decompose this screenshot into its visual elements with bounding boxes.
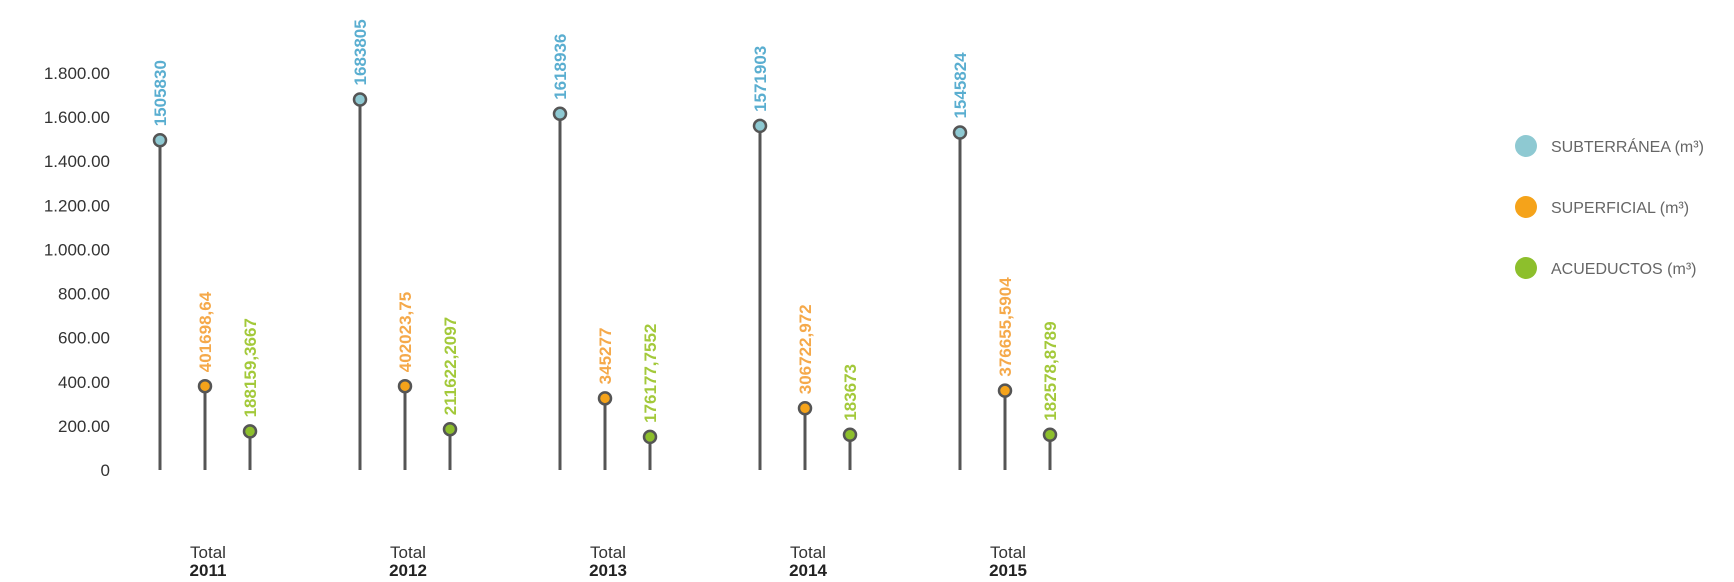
data-label: 1618936 (551, 34, 570, 100)
data-point (352, 92, 368, 107)
data-point (242, 424, 258, 439)
data-label: 1545824 (951, 52, 970, 119)
data-point (797, 400, 813, 416)
x-tick-label: 2013 (589, 561, 627, 580)
y-tick-label: 600.00 (58, 329, 110, 348)
y-tick-label: 1.800.00 (44, 64, 110, 83)
y-tick-label: 400.00 (58, 373, 110, 392)
y-tick-label: 1.400.00 (44, 152, 110, 171)
legend-label: SUBTERRÁNEA (m³) (1551, 137, 1704, 156)
data-point (842, 427, 858, 442)
x-tick-prefix: Total (990, 543, 1026, 562)
data-point (752, 118, 768, 134)
legend: SUBTERRÁNEA (m³) SUPERFICIAL (m³) ACUEDUCT… (1515, 135, 1704, 279)
x-tick-prefix: Total (390, 543, 426, 562)
data-label: 1683805 (351, 19, 370, 85)
legend-label: SUPERFICIAL (m³) (1551, 200, 1689, 217)
y-tick-label: 1.200.00 (44, 196, 110, 215)
data-label: 401698,64 (196, 291, 215, 372)
data-point (642, 429, 658, 445)
x-tick-label: 2015 (989, 561, 1027, 580)
x-tick-prefix: Total (590, 543, 626, 562)
x-tick-label: 2014 (789, 561, 827, 580)
legend-swatch (1515, 135, 1537, 157)
data-label: 211622,2097 (441, 317, 460, 415)
data-label: 176177,7552 (641, 324, 660, 423)
x-axis: Total2011Total2012Total2013Total2014Tota… (190, 543, 1027, 580)
data-point (552, 106, 568, 122)
data-label: 376655,5904 (996, 277, 1015, 377)
x-tick-prefix: Total (790, 543, 826, 562)
data-point (952, 125, 968, 140)
y-tick-label: 1.000.00 (44, 240, 110, 259)
data-label: 188159,3667 (241, 318, 260, 417)
data-label: 306722,972 (796, 304, 815, 394)
data-point (442, 421, 458, 437)
data-point (997, 383, 1013, 398)
data-point (1042, 427, 1058, 442)
data-label: 345277 (596, 328, 615, 385)
y-tick-label: 800.00 (58, 285, 110, 304)
legend-swatch (1515, 257, 1537, 279)
x-tick-label: 2011 (190, 561, 227, 580)
legend-swatch (1515, 196, 1537, 218)
data-label: 182578,8789 (1041, 321, 1060, 420)
data-point (397, 378, 413, 394)
y-tick-label: 200.00 (58, 417, 110, 436)
data-point (597, 391, 613, 406)
y-tick-label: 0 (101, 461, 110, 480)
data-label: 183673 (841, 364, 860, 421)
data-point (152, 133, 168, 148)
y-tick-label: 1.600.00 (44, 108, 110, 127)
x-tick-prefix: Total (190, 543, 226, 562)
chart-marks: 1505830 401698,64 188159,3667 1683805 402023… (151, 19, 1060, 470)
data-label: 1571903 (751, 46, 770, 112)
data-point (197, 378, 213, 394)
x-tick-label: 2012 (389, 561, 427, 580)
y-axis: 0 200.00 400.00 600.00 800.00 1.000.00 1.200.0… (44, 64, 110, 480)
data-label: 402023,75 (396, 292, 415, 372)
data-label: 1505830 (151, 60, 170, 126)
legend-label: ACUEDUCTOS (m³) (1551, 261, 1696, 278)
